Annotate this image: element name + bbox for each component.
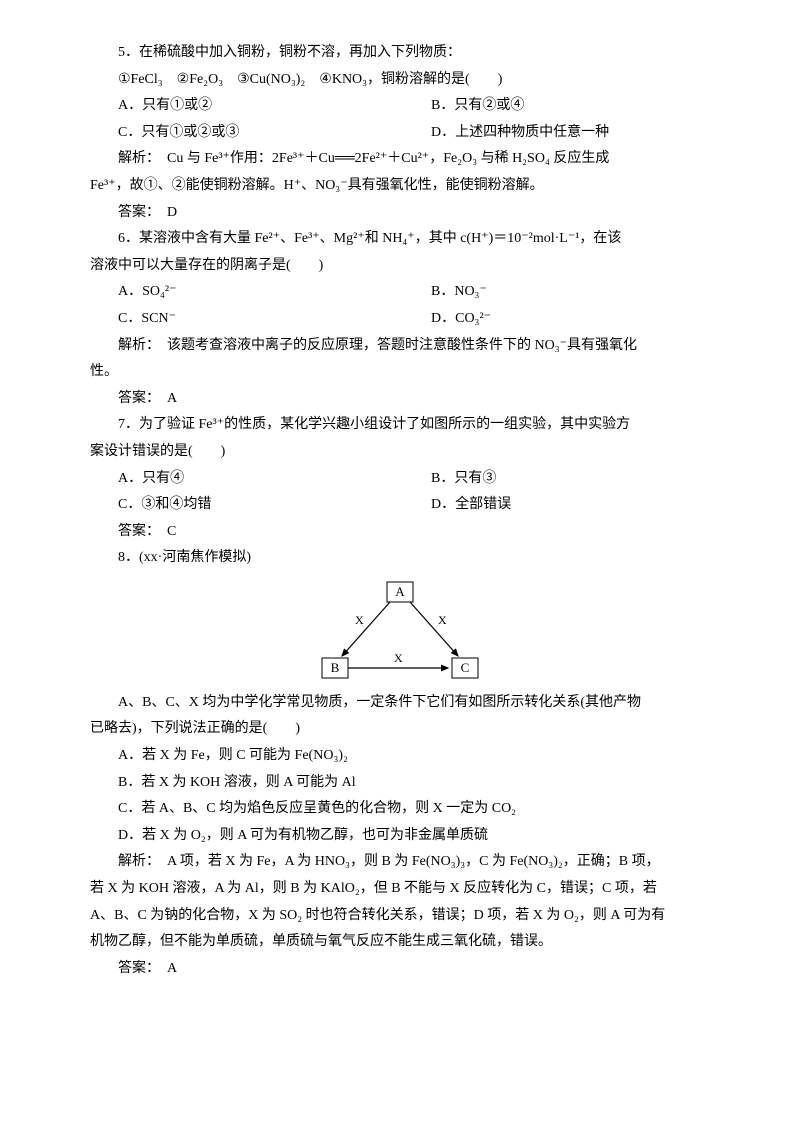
q5-stem: 5．在稀硫酸中加入铜粉，铜粉不溶，再加入下列物质： xyxy=(90,40,710,67)
q6-opt-row-ab: A．SO₄²⁻ B．NO₃⁻ xyxy=(90,279,710,306)
q5-opt-b: B．只有②或④ xyxy=(431,93,710,120)
q8-opt-c: C．若 A、B、C 均为焰色反应呈黄色的化合物，则 X 一定为 CO₂ xyxy=(90,796,710,823)
q5-opt-row-cd: C．只有①或②或③ D．上述四种物质中任意一种 xyxy=(90,120,710,147)
q6-opt-a: A．SO₄²⁻ xyxy=(90,279,431,306)
diagram-edge-bc-label: X xyxy=(394,651,403,665)
q6-explain-1: 解析： 该题考查溶液中离子的反应原理，答题时注意酸性条件下的 NO₃⁻具有强氧化 xyxy=(90,333,710,360)
q6-stem-1: 6．某溶液中含有大量 Fe²⁺、Fe³⁺、Mg²⁺和 NH₄⁺，其中 c(H⁺)… xyxy=(90,226,710,253)
q7-opt-c: C．③和④均错 xyxy=(90,492,431,519)
q5-explain-1: 解析： Cu 与 Fe³⁺作用：2Fe³⁺＋Cu══2Fe²⁺＋Cu²⁺，Fe₂… xyxy=(90,146,710,173)
q5-opt-d: D．上述四种物质中任意一种 xyxy=(431,120,710,147)
q5-opt-row-ab: A．只有①或② B．只有②或④ xyxy=(90,93,710,120)
diagram-node-b: B xyxy=(331,660,340,675)
q8-opt-d: D．若 X 为 O₂，则 A 可为有机物乙醇，也可为非金属单质硫 xyxy=(90,823,710,850)
diagram-node-c: C xyxy=(461,660,470,675)
q5-choices-line: ①FeCl₃ ②Fe₂O₃ ③Cu(NO₃)₂ ④KNO₃，铜粉溶解的是( ) xyxy=(90,67,710,94)
q6-opt-b: B．NO₃⁻ xyxy=(431,279,710,306)
q5-answer: 答案： D xyxy=(90,200,710,227)
q8-body-1: A、B、C、X 均为中学化学常见物质，一定条件下它们有如图所示转化关系(其他产物 xyxy=(90,690,710,717)
q8-explain-4: 机物乙醇，但不能为单质硫，单质硫与氧气反应不能生成三氧化硫，错误。 xyxy=(90,929,710,956)
diagram-edge-ab-label: X xyxy=(355,613,364,627)
q8-opt-b: B．若 X 为 KOH 溶液，则 A 可能为 Al xyxy=(90,770,710,797)
q8-stem: 8．(xx·河南焦作模拟) xyxy=(90,545,710,572)
q6-opt-row-cd: C．SCN⁻ D．CO₃²⁻ xyxy=(90,306,710,333)
triangle-transform-diagram: A B C X X X xyxy=(310,576,490,686)
q8-diagram: A B C X X X xyxy=(90,576,710,686)
q5-explain-2: Fe³⁺，故①、②能使铜粉溶解。H⁺、NO₃⁻具有强氧化性，能使铜粉溶解。 xyxy=(90,173,710,200)
q8-explain-1: 解析： A 项，若 X 为 Fe，A 为 HNO₃，则 B 为 Fe(NO₃)₃… xyxy=(90,849,710,876)
q8-body-2: 已略去)，下列说法正确的是( ) xyxy=(90,716,710,743)
diagram-edge-ac-label: X xyxy=(438,613,447,627)
q6-opt-d: D．CO₃²⁻ xyxy=(431,306,710,333)
q7-stem-1: 7．为了验证 Fe³⁺的性质，某化学兴趣小组设计了如图所示的一组实验，其中实验方 xyxy=(90,412,710,439)
q7-opt-d: D．全部错误 xyxy=(431,492,710,519)
q8-answer: 答案： A xyxy=(90,956,710,983)
q8-explain-3: A、B、C 为钠的化合物，X 为 SO₂ 时也符合转化关系，错误；D 项，若 X… xyxy=(90,903,710,930)
q7-opt-row-ab: A．只有④ B．只有③ xyxy=(90,466,710,493)
q6-explain-2: 性。 xyxy=(90,359,710,386)
q6-answer: 答案： A xyxy=(90,386,710,413)
q8-explain-2: 若 X 为 KOH 溶液，A 为 Al，则 B 为 KAlO₂，但 B 不能与 … xyxy=(90,876,710,903)
q6-stem-2: 溶液中可以大量存在的阴离子是( ) xyxy=(90,253,710,280)
page-root: 5．在稀硫酸中加入铜粉，铜粉不溶，再加入下列物质： ①FeCl₃ ②Fe₂O₃ … xyxy=(0,0,800,1132)
q7-stem-2: 案设计错误的是( ) xyxy=(90,439,710,466)
q5-opt-a: A．只有①或② xyxy=(90,93,431,120)
q7-opt-b: B．只有③ xyxy=(431,466,710,493)
q7-opt-row-cd: C．③和④均错 D．全部错误 xyxy=(90,492,710,519)
q5-opt-c: C．只有①或②或③ xyxy=(90,120,431,147)
q7-opt-a: A．只有④ xyxy=(90,466,431,493)
q6-opt-c: C．SCN⁻ xyxy=(90,306,431,333)
q8-opt-a: A．若 X 为 Fe，则 C 可能为 Fe(NO₃)₂ xyxy=(90,743,710,770)
diagram-node-a: A xyxy=(395,584,405,599)
q7-answer: 答案： C xyxy=(90,519,710,546)
